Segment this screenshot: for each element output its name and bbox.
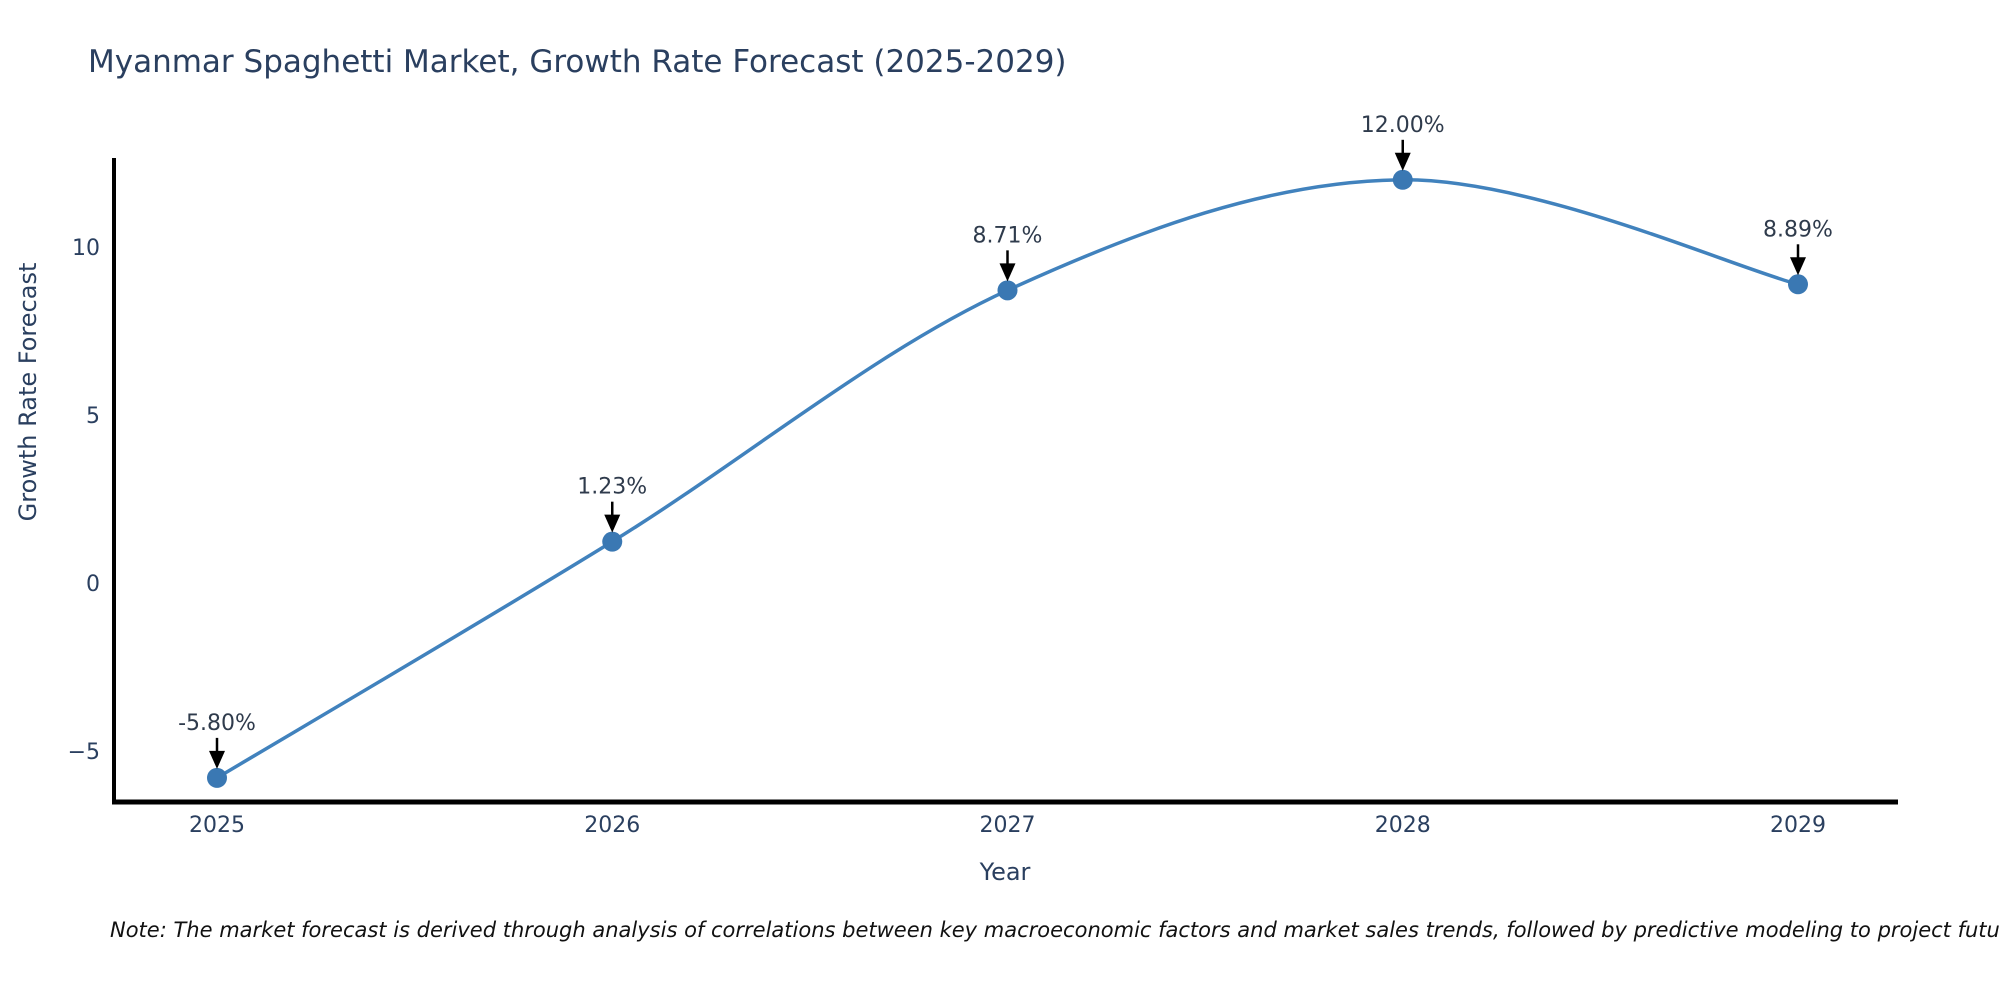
y-tick-label: 5 xyxy=(86,404,100,429)
x-axis-title: Year xyxy=(979,858,1031,886)
data-point-label: 1.23% xyxy=(577,475,647,500)
x-tick-label: 2029 xyxy=(1770,813,1826,838)
x-axis-ticks: 2025 2026 2027 2028 2029 xyxy=(189,813,1826,838)
y-tick-label: −5 xyxy=(68,740,100,765)
footnote-text: Note: The market forecast is derived thr… xyxy=(110,918,2000,942)
x-tick-label: 2027 xyxy=(980,813,1036,838)
x-tick-label: 2026 xyxy=(584,813,640,838)
data-point-label: -5.80% xyxy=(178,711,256,736)
data-point-marker xyxy=(602,531,623,552)
data-point-label: 8.89% xyxy=(1763,217,1833,242)
data-point-label: 8.71% xyxy=(973,223,1043,248)
annotations-group: -5.80% 1.23% 8.71% 12.00% 8.89% xyxy=(178,113,1833,769)
annotation-arrowhead xyxy=(209,750,225,769)
x-tick-label: 2025 xyxy=(189,813,245,838)
chart-title: Myanmar Spaghetti Market, Growth Rate Fo… xyxy=(88,44,1067,80)
y-tick-label: 10 xyxy=(72,236,100,261)
data-point-marker xyxy=(997,280,1018,301)
y-axis-title: Growth Rate Forecast xyxy=(14,263,42,522)
annotation-arrowhead xyxy=(1394,152,1411,171)
y-tick-label: 0 xyxy=(86,572,100,597)
x-tick-label: 2028 xyxy=(1375,813,1431,838)
y-axis-ticks: 10 5 0 −5 xyxy=(68,236,100,765)
data-point-label: 12.00% xyxy=(1361,113,1445,138)
annotation-arrowhead xyxy=(604,514,621,533)
annotation-arrowhead xyxy=(1790,257,1806,276)
series-group xyxy=(207,169,1808,788)
data-point-marker xyxy=(1788,274,1808,295)
data-point-marker xyxy=(1392,169,1413,190)
annotation-arrowhead xyxy=(999,263,1016,282)
data-point-marker xyxy=(207,767,227,788)
